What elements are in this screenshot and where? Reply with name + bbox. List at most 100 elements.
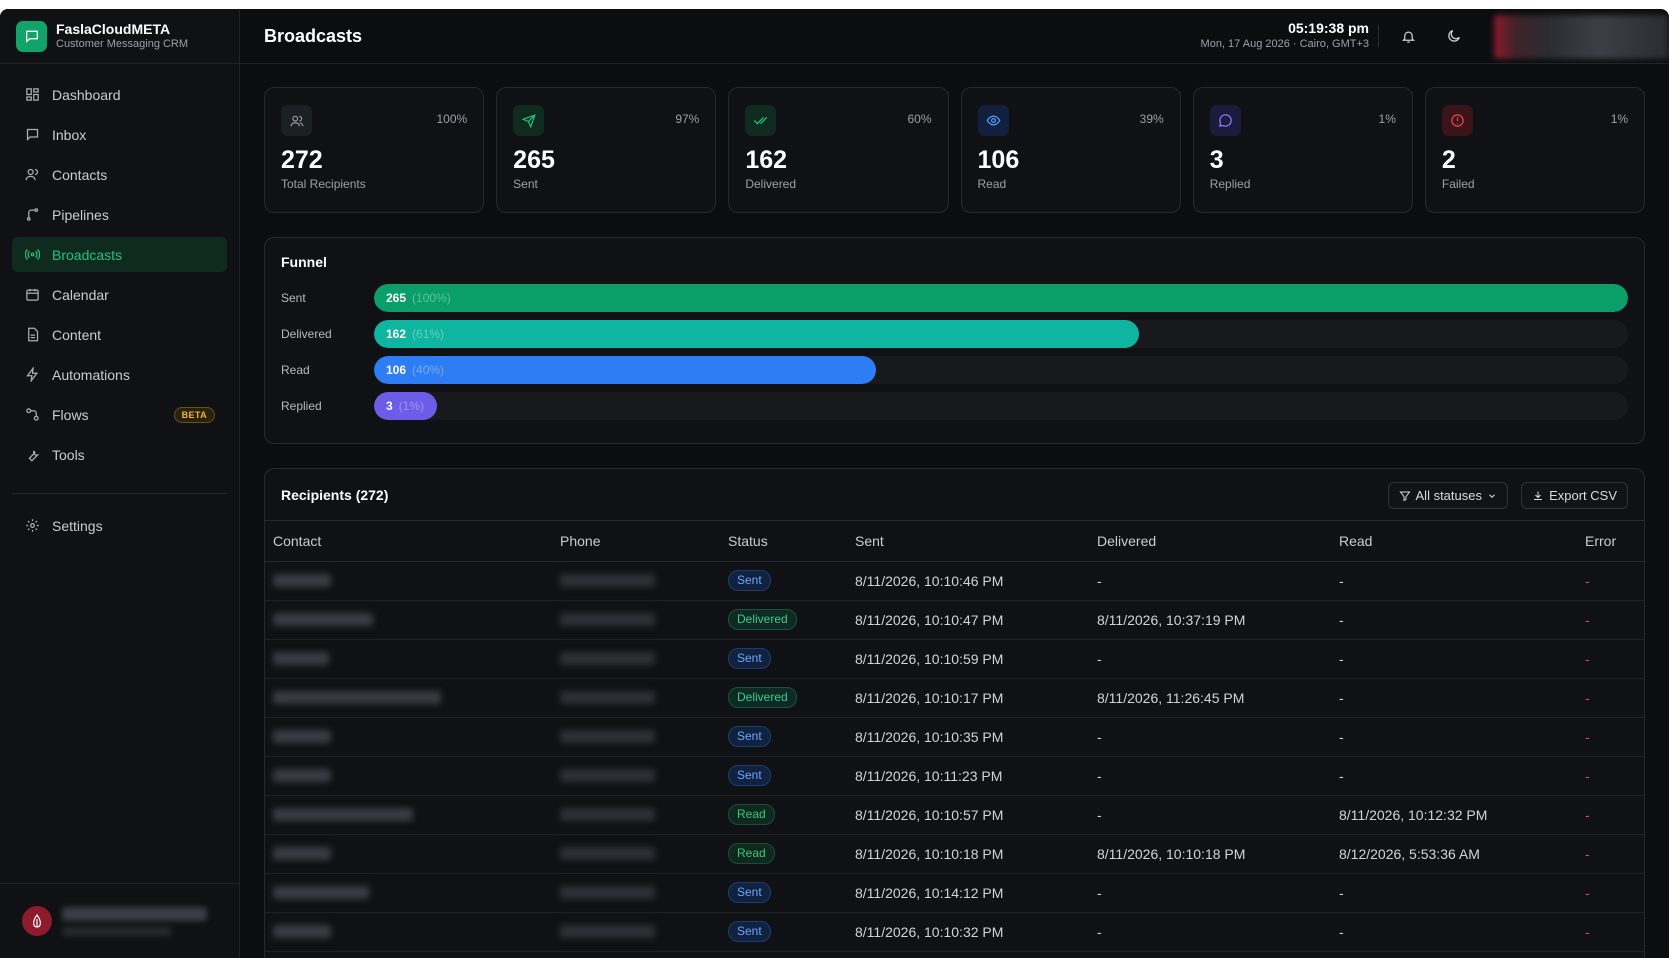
funnel-count: 3 bbox=[386, 399, 393, 413]
table-row[interactable]: Sent 8/11/2026, 10:11:23 PM - - - bbox=[265, 756, 1644, 796]
phone-redacted bbox=[560, 613, 655, 626]
table-row[interactable]: Delivered 8/11/2026, 10:10:47 PM 8/11/2026… bbox=[265, 600, 1644, 640]
export-csv-button[interactable]: Export CSV bbox=[1521, 482, 1628, 509]
column-header[interactable]: Phone bbox=[552, 521, 720, 562]
sidebar-item-label: Settings bbox=[52, 517, 103, 534]
error-cell: - bbox=[1577, 678, 1644, 718]
stat-card-failed: 1% 2 Failed bbox=[1424, 87, 1646, 213]
column-header[interactable]: Status bbox=[720, 521, 847, 562]
phone-cell bbox=[552, 639, 720, 679]
contact-name-redacted bbox=[273, 769, 331, 782]
status-cell: Sent bbox=[720, 639, 847, 679]
read-cell: - bbox=[1331, 561, 1577, 601]
column-header[interactable]: Read bbox=[1331, 521, 1577, 562]
phone-cell bbox=[552, 834, 720, 874]
sidebar-item-dashboard[interactable]: Dashboard bbox=[12, 77, 227, 112]
sidebar-nav: Dashboard Inbox Contacts Pipelines Broad… bbox=[0, 64, 239, 477]
funnel-bar: 162 (61%) bbox=[374, 320, 1139, 348]
sent-cell: 8/11/2026, 10:10:47 PM bbox=[847, 600, 1089, 640]
page-title: Broadcasts bbox=[264, 25, 363, 46]
delivered-cell: - bbox=[1089, 756, 1331, 796]
contact-name-redacted bbox=[273, 730, 331, 743]
stat-value: 272 bbox=[281, 146, 323, 174]
dashboard-icon bbox=[24, 87, 40, 103]
sidebar-item-pipelines[interactable]: Pipelines bbox=[12, 197, 227, 232]
avatar[interactable] bbox=[22, 906, 52, 936]
table-row[interactable]: Delivered 8/11/2026, 10:10:17 PM 8/11/2026… bbox=[265, 678, 1644, 718]
read-cell: - bbox=[1331, 678, 1577, 718]
contact-cell bbox=[265, 834, 552, 874]
error-cell: - bbox=[1577, 756, 1644, 796]
phone-cell bbox=[552, 756, 720, 796]
brand[interactable]: FaslaCloudMETA Customer Messaging CRM bbox=[0, 9, 239, 64]
sidebar-item-label: Content bbox=[52, 326, 102, 343]
stat-value: 106 bbox=[977, 146, 1020, 174]
moon-icon[interactable] bbox=[1445, 27, 1463, 45]
contact-name-redacted bbox=[273, 652, 329, 665]
sidebar-item-broadcasts[interactable]: Broadcasts bbox=[12, 237, 227, 272]
sidebar-item-content[interactable]: Content bbox=[12, 317, 227, 352]
user-menu-redacted[interactable] bbox=[1494, 15, 1669, 59]
read-cell: - bbox=[1331, 717, 1577, 757]
calendar-icon bbox=[24, 287, 40, 303]
broadcast-icon bbox=[24, 247, 40, 263]
funnel-track: 265 (100%) bbox=[374, 284, 1628, 312]
download-icon bbox=[1534, 491, 1543, 500]
phone-cell bbox=[552, 795, 720, 835]
table-row[interactable]: Read 8/11/2026, 10:10:57 PM -8/11/2026, 10… bbox=[265, 795, 1644, 835]
flows-icon bbox=[24, 407, 40, 423]
status-cell: Sent bbox=[720, 873, 847, 913]
read-cell: - bbox=[1331, 600, 1577, 640]
sidebar-item-contacts[interactable]: Contacts bbox=[12, 157, 227, 192]
contact-name-redacted bbox=[273, 886, 369, 899]
column-header[interactable]: Contact bbox=[265, 521, 552, 562]
sidebar-divider bbox=[12, 493, 227, 494]
double-check-icon bbox=[745, 105, 777, 136]
table-row[interactable]: Sent 8/11/2026, 10:10:59 PM - - - bbox=[265, 639, 1644, 679]
sidebar-item-label: Calendar bbox=[52, 286, 109, 303]
stat-value: 3 bbox=[1209, 146, 1224, 174]
sidebar-item-tools[interactable]: Tools bbox=[12, 437, 227, 472]
column-header[interactable]: Error bbox=[1577, 521, 1644, 562]
sidebar-item-label: Contacts bbox=[52, 166, 108, 183]
brand-name: FaslaCloudMETA bbox=[56, 21, 171, 37]
status-filter-select[interactable]: All statuses bbox=[1387, 482, 1508, 509]
table-row[interactable]: Read 8/11/2026, 10:10:18 PM 8/11/2026, 10:… bbox=[265, 834, 1644, 874]
stats-row: 100% 272 Total Recipients 97% 265 Sent 6… bbox=[264, 87, 1646, 213]
recipients-header: Recipients (272) All statuses Export CSV bbox=[265, 469, 1644, 521]
funnel-row-label: Read bbox=[281, 363, 310, 377]
sidebar-item-settings[interactable]: Settings bbox=[12, 508, 227, 543]
table-row[interactable]: Sent 8/11/2026, 10:10:46 PM - - - bbox=[265, 561, 1644, 601]
message-icon bbox=[1209, 105, 1241, 136]
bell-icon[interactable] bbox=[1399, 27, 1417, 45]
table-row[interactable]: Sent 8/11/2026, 10:10:35 PM - - - bbox=[265, 717, 1644, 757]
table-row[interactable]: Sent 8/11/2026, 10:10:32 PM - - - bbox=[265, 912, 1644, 952]
user-profile[interactable] bbox=[0, 883, 239, 958]
column-header[interactable]: Sent bbox=[847, 521, 1089, 562]
status-cell: Read bbox=[720, 834, 847, 874]
contact-name-redacted bbox=[273, 847, 331, 860]
sidebar-item-label: Pipelines bbox=[52, 206, 109, 223]
column-header[interactable]: Delivered bbox=[1089, 521, 1331, 562]
sidebar-item-flows[interactable]: Flows BETA bbox=[12, 397, 227, 432]
delivered-cell: - bbox=[1089, 561, 1331, 601]
sidebar-item-label: Broadcasts bbox=[52, 246, 123, 263]
sent-cell: 8/11/2026, 10:10:46 PM bbox=[847, 561, 1089, 601]
sidebar-item-calendar[interactable]: Calendar bbox=[12, 277, 227, 312]
sidebar-item-inbox[interactable]: Inbox bbox=[12, 117, 227, 152]
app-window: FaslaCloudMETA Customer Messaging CRM Da… bbox=[0, 9, 1669, 958]
read-cell: - bbox=[1331, 639, 1577, 679]
status-badge: Read bbox=[728, 804, 775, 825]
table-row[interactable]: Sent 8/11/2026, 10:14:12 PM - - - bbox=[265, 873, 1644, 913]
status-cell: Sent bbox=[720, 756, 847, 796]
delivered-cell: - bbox=[1089, 873, 1331, 913]
send-icon bbox=[513, 105, 545, 136]
sidebar-item-automations[interactable]: Automations bbox=[12, 357, 227, 392]
read-cell: - bbox=[1331, 912, 1577, 952]
contact-name-redacted bbox=[273, 691, 441, 704]
stat-label: Sent bbox=[513, 177, 538, 191]
user-name-redacted bbox=[62, 906, 207, 921]
phone-redacted bbox=[560, 691, 655, 704]
export-label: Export CSV bbox=[1549, 488, 1617, 503]
contact-cell bbox=[265, 561, 552, 601]
